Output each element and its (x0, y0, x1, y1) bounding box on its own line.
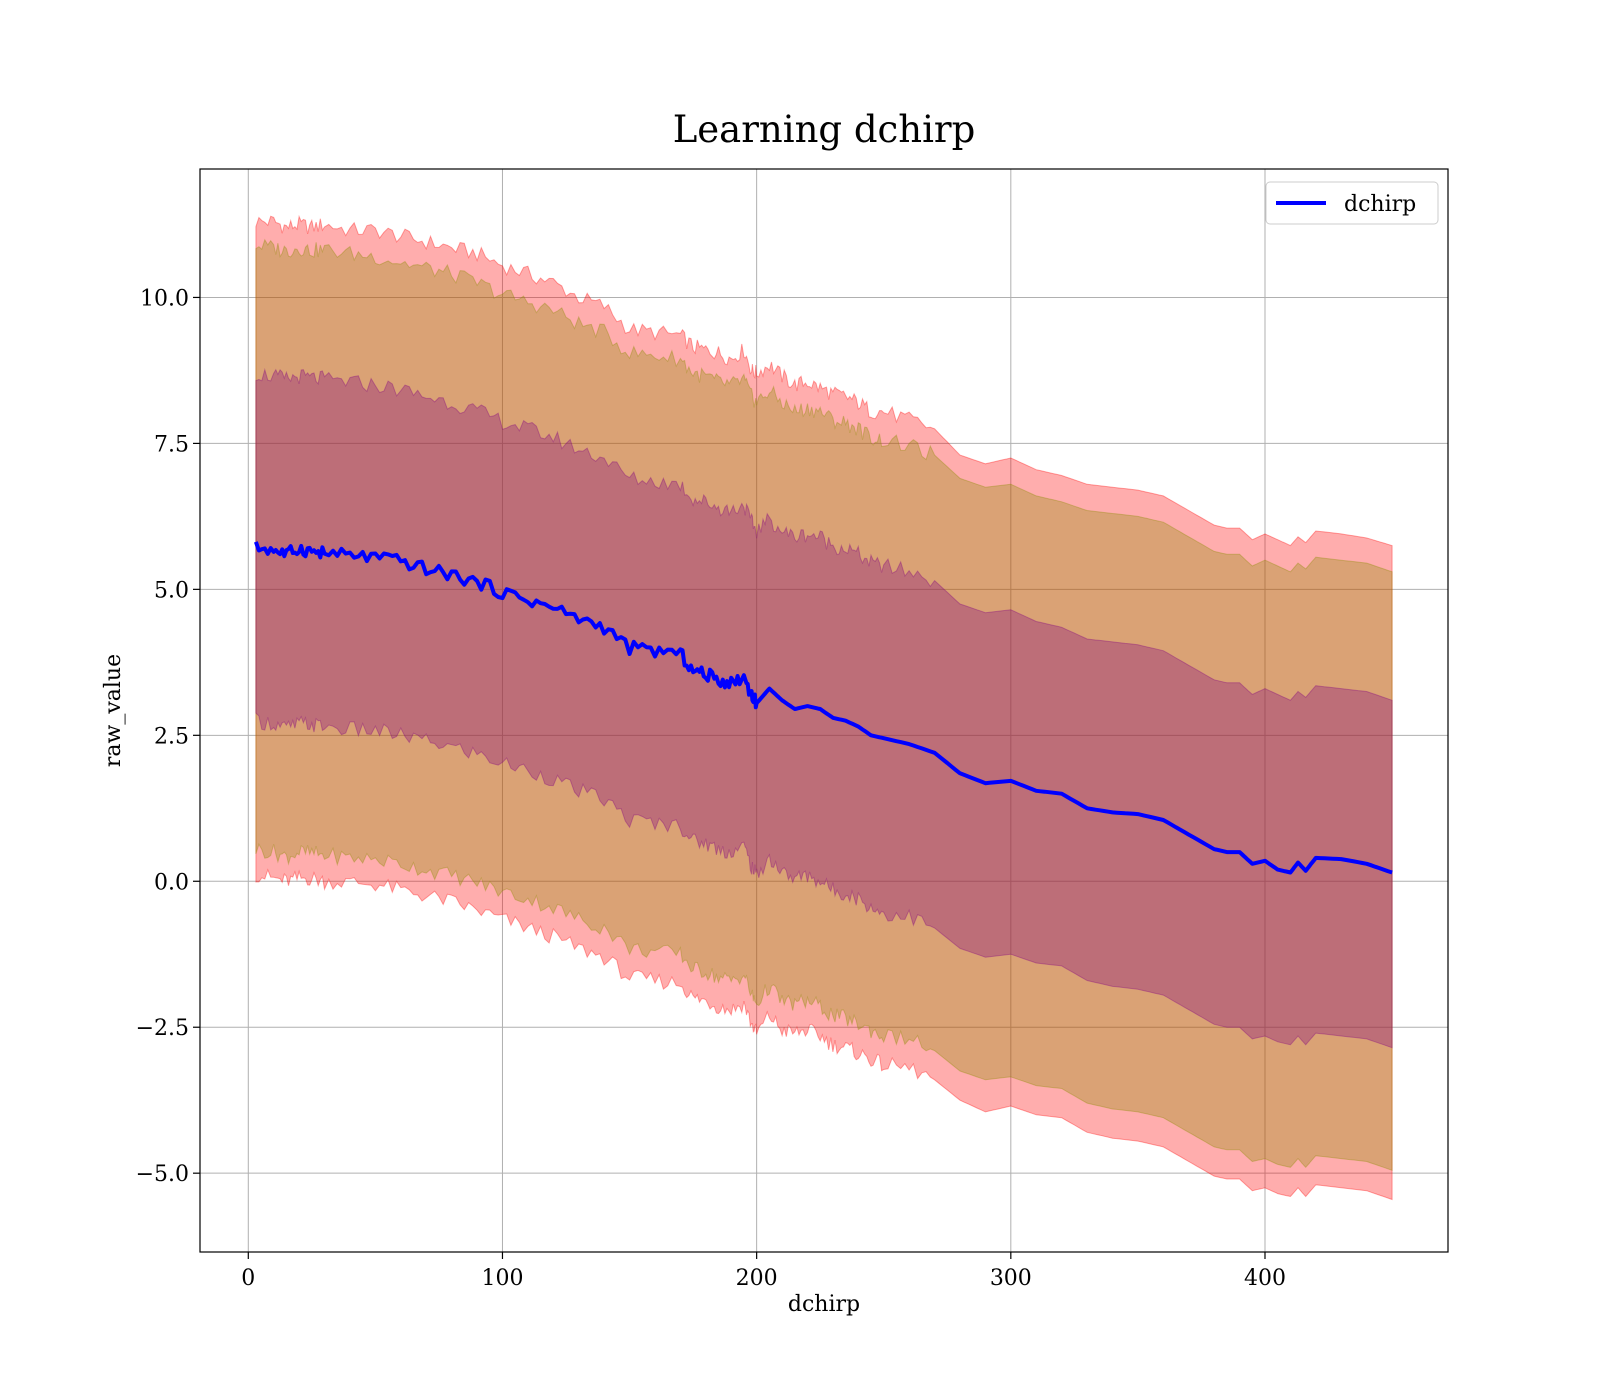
y-tick-label: −2.5 (136, 1016, 189, 1041)
chart-title: Learning dchirp (673, 108, 976, 151)
x-axis-label: dchirp (788, 1292, 860, 1317)
y-ticks: −5.0 −2.5 0.0 2.5 5.0 7.5 10.0 (136, 286, 200, 1187)
x-tick-label: 300 (990, 1266, 1032, 1291)
y-tick-label: 2.5 (154, 724, 189, 749)
y-axis-label: raw_value (101, 654, 126, 767)
band-middle (255, 238, 1393, 1172)
series-line-dchirp (254, 541, 1393, 875)
confidence-bands (255, 214, 1393, 1201)
grid (200, 169, 1448, 1252)
y-tick-label: 10.0 (140, 286, 189, 311)
x-tick-label: 400 (1244, 1266, 1286, 1291)
band-outer (255, 214, 1393, 1201)
series-layer (254, 541, 1393, 875)
y-tick-label: 0.0 (154, 870, 189, 895)
x-ticks: 0 100 200 300 400 (241, 1252, 1286, 1291)
y-tick-label: 7.5 (154, 432, 189, 457)
plot-frame (199, 168, 1449, 1253)
x-tick-label: 100 (481, 1266, 523, 1291)
x-tick-label: 200 (736, 1266, 778, 1291)
legend-box (1265, 181, 1439, 225)
x-tick-label: 0 (241, 1266, 255, 1291)
y-tick-label: 5.0 (154, 578, 189, 603)
y-tick-label: −5.0 (136, 1162, 189, 1187)
legend-label-dchirp: dchirp (1344, 192, 1416, 217)
band-inner (255, 367, 1393, 1049)
legend: dchirp (1265, 181, 1439, 225)
